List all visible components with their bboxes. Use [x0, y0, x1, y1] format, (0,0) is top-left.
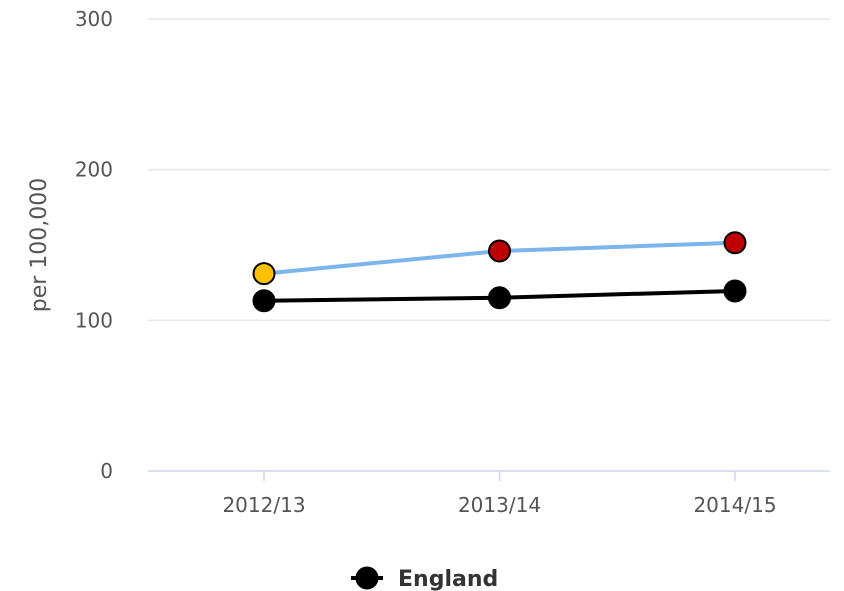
- legend[interactable]: England: [351, 566, 498, 591]
- data-point[interactable]: [252, 262, 276, 286]
- y-tick-label: 200: [75, 158, 113, 182]
- legend-marker-icon: [355, 566, 379, 590]
- y-axis-title: per 100,000: [27, 178, 52, 313]
- legend-label: England: [398, 567, 498, 591]
- x-tick-label: 2012/13: [222, 493, 305, 517]
- data-point[interactable]: [723, 231, 747, 255]
- data-point[interactable]: [488, 239, 511, 263]
- x-tick-label: 2013/14: [458, 493, 541, 517]
- grid-lines: [148, 18, 830, 322]
- y-axis-tick-labels: 0 100 200 300: [75, 7, 113, 483]
- y-tick-label: 100: [75, 308, 113, 332]
- x-axis-tick-labels: 2012/13 2013/14 2014/15: [222, 493, 776, 517]
- series-points: [252, 231, 747, 313]
- x-axis: [148, 470, 830, 481]
- data-point[interactable]: [488, 286, 511, 310]
- data-point[interactable]: [252, 289, 276, 313]
- y-tick-label: 300: [75, 7, 113, 31]
- x-tick-label: 2014/15: [693, 493, 776, 517]
- data-point[interactable]: [723, 279, 747, 303]
- legend-item[interactable]: England: [351, 566, 498, 591]
- y-tick-label: 0: [100, 459, 113, 483]
